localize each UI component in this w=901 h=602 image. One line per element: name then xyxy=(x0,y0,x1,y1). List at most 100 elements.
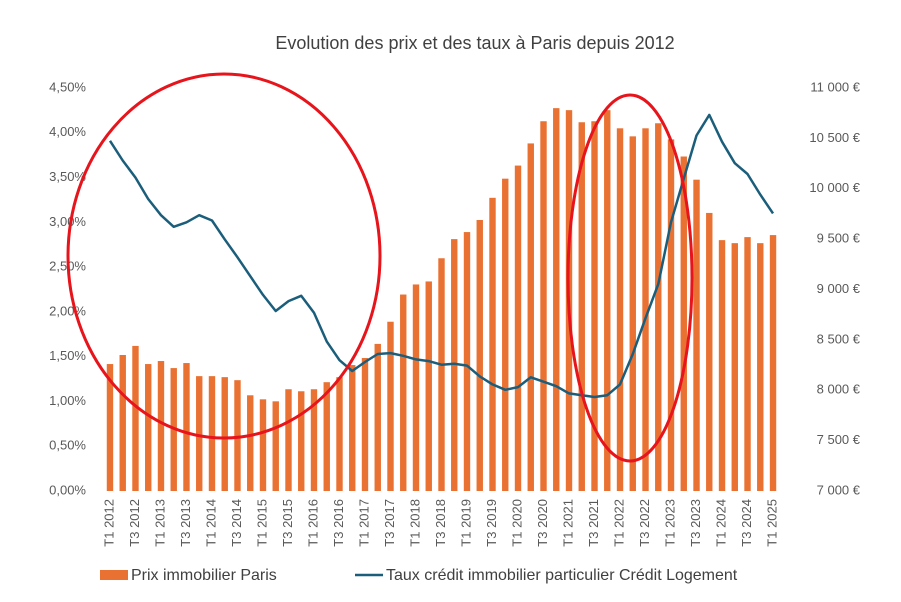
x-tick-label: T3 2012 xyxy=(127,499,142,547)
x-tick-label: T3 2024 xyxy=(739,499,754,547)
bar xyxy=(731,243,738,491)
y-tick-label: 0,50% xyxy=(49,438,86,453)
bar xyxy=(247,395,254,491)
bar xyxy=(489,197,496,491)
y-tick-label: 3,50% xyxy=(49,169,86,184)
bar xyxy=(221,377,228,491)
bar xyxy=(310,389,318,491)
chart-title: Evolution des prix et des taux à Paris d… xyxy=(275,33,674,53)
bar xyxy=(196,376,203,491)
bar xyxy=(718,240,726,491)
y2-tick-label: 9 000 € xyxy=(817,281,861,296)
bar xyxy=(744,237,751,491)
x-tick-label: T1 2025 xyxy=(764,499,779,547)
x-tick-label: T1 2021 xyxy=(560,499,575,547)
x-tick-label: T3 2014 xyxy=(229,499,244,547)
x-tick-label: T3 2019 xyxy=(484,499,499,547)
bar xyxy=(642,128,649,492)
bar xyxy=(374,343,381,491)
bar xyxy=(757,243,764,491)
bar xyxy=(361,358,369,491)
y-tick-label: 1,50% xyxy=(49,348,86,363)
bar xyxy=(259,399,267,491)
y-tick-label: 3,00% xyxy=(49,214,86,229)
x-tick-label: T3 2015 xyxy=(280,499,295,547)
bar xyxy=(629,136,636,492)
bar xyxy=(502,178,509,492)
bar xyxy=(680,156,687,491)
y-tick-label: 2,00% xyxy=(49,303,86,318)
bar xyxy=(667,139,675,491)
bar xyxy=(604,110,611,491)
y2-tick-label: 8 000 € xyxy=(817,382,861,397)
y2-tick-label: 11 000 € xyxy=(810,79,860,94)
x-tick-label: T3 2017 xyxy=(382,499,397,547)
bar xyxy=(769,235,777,491)
x-tick-label: T1 2020 xyxy=(509,499,524,547)
legend-label: Prix immobilier Paris xyxy=(131,567,277,584)
x-tick-label: T1 2017 xyxy=(356,499,371,547)
bar xyxy=(272,401,279,491)
bar xyxy=(591,121,598,491)
x-tick-label: T1 2018 xyxy=(407,499,422,547)
bar xyxy=(298,391,305,491)
bar xyxy=(349,365,356,491)
y2-tick-label: 8 500 € xyxy=(817,331,861,346)
legend-swatch xyxy=(100,570,128,580)
x-tick-label: T3 2018 xyxy=(433,499,448,547)
bar xyxy=(145,364,152,491)
x-tick-label: T3 2023 xyxy=(688,499,703,547)
x-tick-label: T1 2012 xyxy=(101,499,116,547)
bar xyxy=(706,212,713,491)
x-tick-label: T3 2021 xyxy=(586,499,601,547)
y-tick-label: 0,00% xyxy=(49,482,86,497)
x-tick-label: T1 2015 xyxy=(254,499,269,547)
bar xyxy=(655,123,662,491)
x-tick-label: T1 2016 xyxy=(305,499,320,547)
bar xyxy=(425,281,432,491)
bar xyxy=(412,284,420,491)
bar xyxy=(693,179,700,491)
bar xyxy=(514,165,522,491)
x-tick-label: T3 2016 xyxy=(331,499,346,547)
x-tick-label: T1 2024 xyxy=(713,499,728,547)
x-tick-label: T1 2013 xyxy=(152,499,167,547)
bar xyxy=(616,128,624,492)
bar xyxy=(285,389,292,491)
legend-label: Taux crédit immobilier particulier Crédi… xyxy=(386,567,738,584)
x-tick-label: T3 2022 xyxy=(637,499,652,547)
y2-tick-label: 9 500 € xyxy=(817,231,861,246)
x-tick-label: T3 2013 xyxy=(178,499,193,547)
bar xyxy=(553,108,560,492)
bar xyxy=(387,321,394,491)
y2-tick-label: 7 500 € xyxy=(817,432,861,447)
y-tick-label: 1,00% xyxy=(49,393,86,408)
bar xyxy=(400,294,407,491)
line xyxy=(108,113,775,399)
bar xyxy=(323,382,330,491)
annotation-circle xyxy=(566,93,694,463)
bar xyxy=(527,143,534,491)
bar xyxy=(476,219,483,492)
bar xyxy=(119,354,126,491)
y2-tick-label: 7 000 € xyxy=(817,482,861,497)
bar xyxy=(540,121,547,491)
y2-tick-label: 10 000 € xyxy=(809,180,860,195)
x-tick-label: T1 2023 xyxy=(662,499,677,547)
bar xyxy=(132,345,139,491)
bar xyxy=(578,122,585,491)
y-tick-label: 4,00% xyxy=(49,124,86,139)
x-tick-label: T3 2020 xyxy=(535,499,550,547)
y-tick-label: 4,50% xyxy=(49,79,86,94)
bar xyxy=(336,377,343,491)
bar xyxy=(451,239,458,491)
x-tick-label: T1 2019 xyxy=(458,499,473,547)
bar xyxy=(438,258,445,491)
bar xyxy=(208,376,216,491)
bar xyxy=(463,232,471,491)
bar xyxy=(234,380,241,491)
bar xyxy=(183,363,190,491)
bar xyxy=(106,364,114,491)
